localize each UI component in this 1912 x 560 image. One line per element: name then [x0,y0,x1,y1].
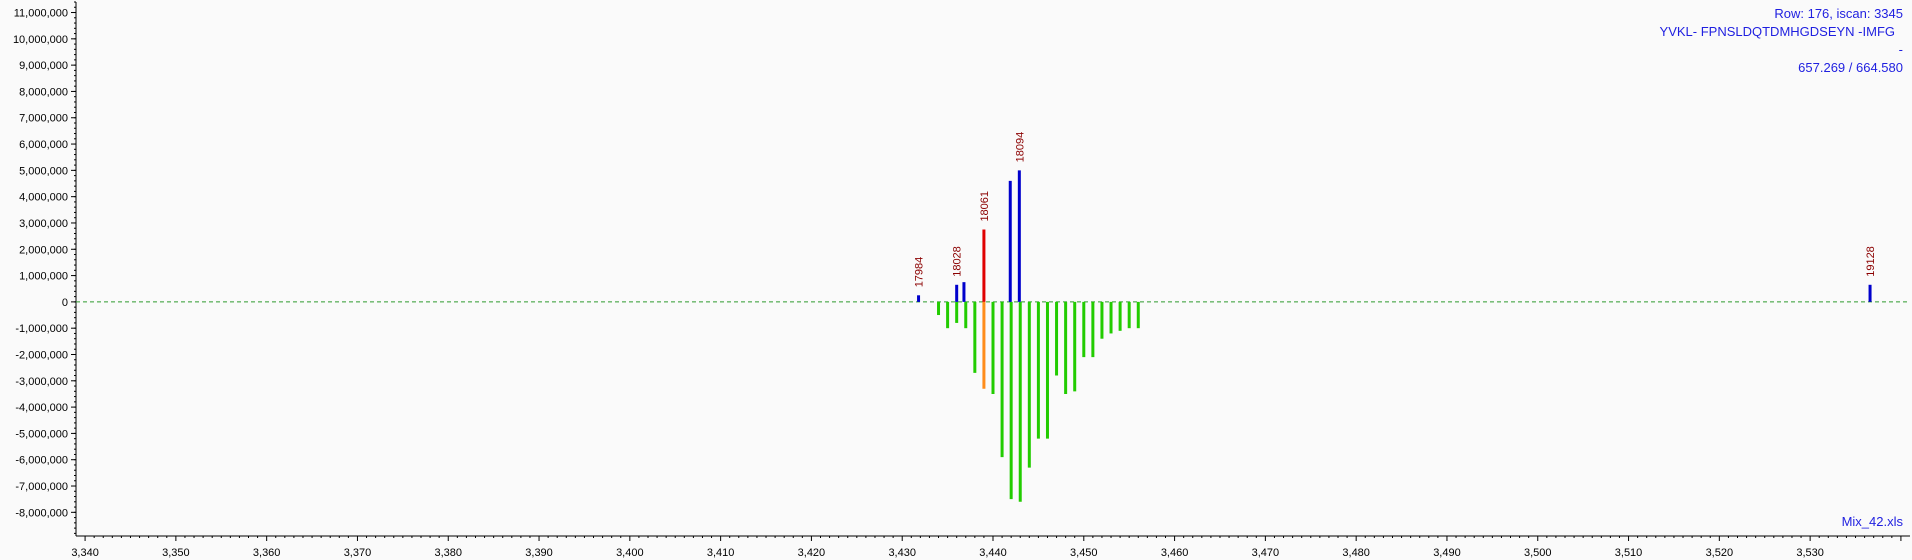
peak-label: 18061 [979,191,991,222]
y-tick-label: -8,000,000 [15,507,68,519]
peak-labels: 17984 18028 18061 18094 19128 [914,132,1878,288]
y-tick-label: 9,000,000 [19,60,68,72]
x-tick-label: 3,520 [1706,547,1734,559]
x-axis-ticks: 3,340 3,350 3,360 3,370 3,380 3,390 3,400 3,410… [71,536,1902,559]
info-sequence: YVKL- FPNSLDQTDMHGDSEYN -IMFG [1660,24,1895,39]
y-tick-label: 2,000,000 [19,244,68,256]
x-tick-label: 3,340 [71,547,99,559]
y-tick-label: 0 [62,297,68,309]
upper-series [917,170,1872,302]
y-tick-label: 3,000,000 [19,218,68,230]
y-tick-label: 5,000,000 [19,165,68,177]
y-tick-label: 6,000,000 [19,139,68,151]
peak-label: 18094 [1014,132,1026,163]
y-tick-label: -5,000,000 [15,428,68,440]
y-tick-label: 1,000,000 [19,271,68,283]
y-tick-label: -6,000,000 [15,455,68,467]
y-tick-label: -3,000,000 [15,376,68,388]
y-tick-label: -2,000,000 [15,349,68,361]
x-tick-label: 3,510 [1615,547,1643,559]
x-tick-label: 3,470 [1252,547,1280,559]
x-tick-label: 3,460 [1161,547,1189,559]
y-tick-label: -4,000,000 [15,402,68,414]
x-tick-label: 3,490 [1433,547,1461,559]
x-tick-label: 3,380 [434,547,462,559]
x-tick-label: 3,430 [888,547,916,559]
y-tick-label: 7,000,000 [19,113,68,125]
info-mz: 657.269 / 664.580 [1798,60,1903,75]
info-row-scan: Row: 176, iscan: 3345 [1774,6,1903,21]
y-tick-label: -7,000,000 [15,481,68,493]
peak-label: 17984 [914,257,926,288]
peak-label: 19128 [1865,246,1877,277]
x-tick-label: 3,350 [162,547,190,559]
lower-series [937,301,1140,502]
y-tick-label: 4,000,000 [19,192,68,204]
y-axis-ticks: 11,000,000 10,000,000 9,000,000 8,000,000 7,… [13,1,76,534]
file-name: Mix_42.xls [1842,514,1904,529]
x-tick-label: 3,500 [1524,547,1552,559]
y-tick-label: 10,000,000 [13,34,68,46]
y-tick-label: 8,000,000 [19,86,68,98]
y-tick-label: 11,000,000 [14,8,68,20]
x-tick-label: 3,410 [707,547,735,559]
y-tick-label: -1,000,000 [15,323,68,335]
info-dash: - [1899,42,1903,57]
x-tick-label: 3,440 [979,547,1007,559]
peak-label: 18028 [952,246,964,277]
x-tick-label: 3,530 [1796,547,1824,559]
x-tick-label: 3,450 [1070,547,1098,559]
x-tick-label: 3,390 [525,547,553,559]
x-tick-label: 3,420 [798,547,826,559]
x-tick-label: 3,360 [253,547,281,559]
x-tick-label: 3,370 [344,547,372,559]
x-tick-label: 3,480 [1342,547,1370,559]
x-tick-label: 3,400 [616,547,644,559]
